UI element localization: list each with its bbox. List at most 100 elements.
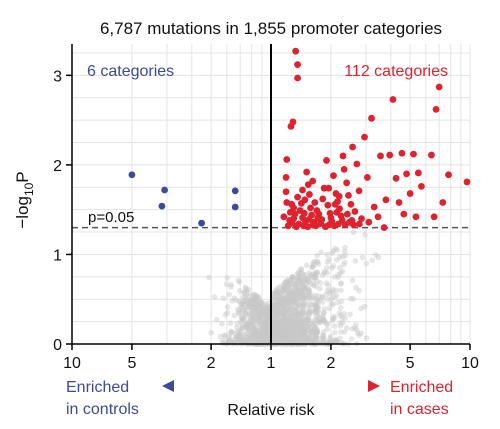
nonsignificant-point [242,322,249,329]
nonsignificant-point [358,305,364,312]
nonsignificant-point [296,325,302,332]
nonsignificant-point [279,337,286,344]
nonsignificant-point [263,333,270,340]
nonsignificant-point [264,335,271,342]
nonsignificant-point [307,310,313,317]
cases-point [432,105,440,113]
nonsignificant-point [329,250,335,257]
nonsignificant-point [315,293,322,299]
nonsignificant-point [298,338,305,344]
nonsignificant-point [296,302,302,309]
nonsignificant-point [283,336,290,343]
nonsignificant-point [353,322,359,328]
nonsignificant-point [299,319,305,326]
nonsignificant-point [330,262,337,269]
nonsignificant-point [296,303,302,310]
nonsignificant-point [331,323,338,330]
nonsignificant-point [287,336,294,343]
nonsignificant-point [318,338,325,344]
nonsignificant-point [273,311,279,317]
nonsignificant-point [290,333,297,339]
nonsignificant-point [255,294,262,301]
nonsignificant-point [260,333,267,340]
nonsignificant-point [252,315,259,321]
nonsignificant-point [298,266,305,273]
nonsignificant-point [287,312,293,319]
nonsignificant-point [243,330,249,337]
nonsignificant-point [262,312,268,318]
cases-point [351,208,359,215]
nonsignificant-point [296,296,303,303]
nonsignificant-point [248,325,254,332]
nonsignificant-point [258,300,264,307]
nonsignificant-point [252,332,258,339]
nonsignificant-point [260,333,266,340]
nonsignificant-point [273,310,280,317]
nonsignificant-point [280,309,287,315]
nonsignificant-point [243,285,249,292]
nonsignificant-point [255,337,262,343]
nonsignificant-point [255,311,261,317]
nonsignificant-point [324,251,330,258]
cases-point [389,96,397,103]
nonsignificant-point [275,316,282,323]
nonsignificant-point [249,322,256,328]
nonsignificant-point [277,291,284,297]
nonsignificant-point [282,287,289,294]
nonsignificant-point [297,291,304,297]
nonsignificant-point [305,317,311,323]
nonsignificant-point [248,297,255,304]
nonsignificant-point [263,336,269,343]
nonsignificant-point [293,328,300,335]
nonsignificant-point [271,320,277,326]
nonsignificant-point [263,317,270,324]
nonsignificant-point [260,338,267,345]
cases-point [343,179,351,187]
nonsignificant-point [293,310,300,317]
nonsignificant-point [261,337,267,343]
nonsignificant-point [248,321,254,328]
nonsignificant-point [325,282,331,289]
nonsignificant-point [280,331,286,338]
nonsignificant-point [252,329,259,335]
cases-point [418,182,425,190]
nonsignificant-point [256,312,263,319]
nonsignificant-point [277,321,284,328]
nonsignificant-point [281,294,288,301]
nonsignificant-point [277,318,284,325]
nonsignificant-point [287,333,294,339]
nonsignificant-point [244,324,250,331]
nonsignificant-point [279,312,286,319]
nonsignificant-point [277,308,283,314]
y-label-subscript: 10 [22,182,36,196]
nonsignificant-point [301,334,307,340]
cases-point [307,204,314,212]
nonsignificant-point [330,315,336,322]
nonsignificant-point [350,229,357,236]
nonsignificant-point [273,336,279,343]
nonsignificant-point [278,324,285,330]
nonsignificant-point [309,302,316,308]
nonsignificant-point [273,332,279,339]
nonsignificant-point [287,336,293,342]
nonsignificant-point [261,320,267,326]
nonsignificant-point [288,329,295,336]
nonsignificant-point [253,309,260,316]
nonsignificant-point [285,282,292,289]
nonsignificant-point [297,310,304,316]
nonsignificant-point [335,271,342,278]
nonsignificant-point [291,281,297,288]
nonsignificant-point [304,276,311,282]
nonsignificant-point [286,329,293,335]
cases-point [282,174,290,181]
nonsignificant-point [338,329,344,335]
nonsignificant-point [292,286,299,292]
nonsignificant-point [354,326,360,333]
nonsignificant-point [258,311,265,317]
nonsignificant-point [274,319,281,326]
nonsignificant-point [285,336,291,342]
nonsignificant-point [294,296,301,302]
nonsignificant-point [275,300,282,306]
nonsignificant-point [301,331,307,338]
